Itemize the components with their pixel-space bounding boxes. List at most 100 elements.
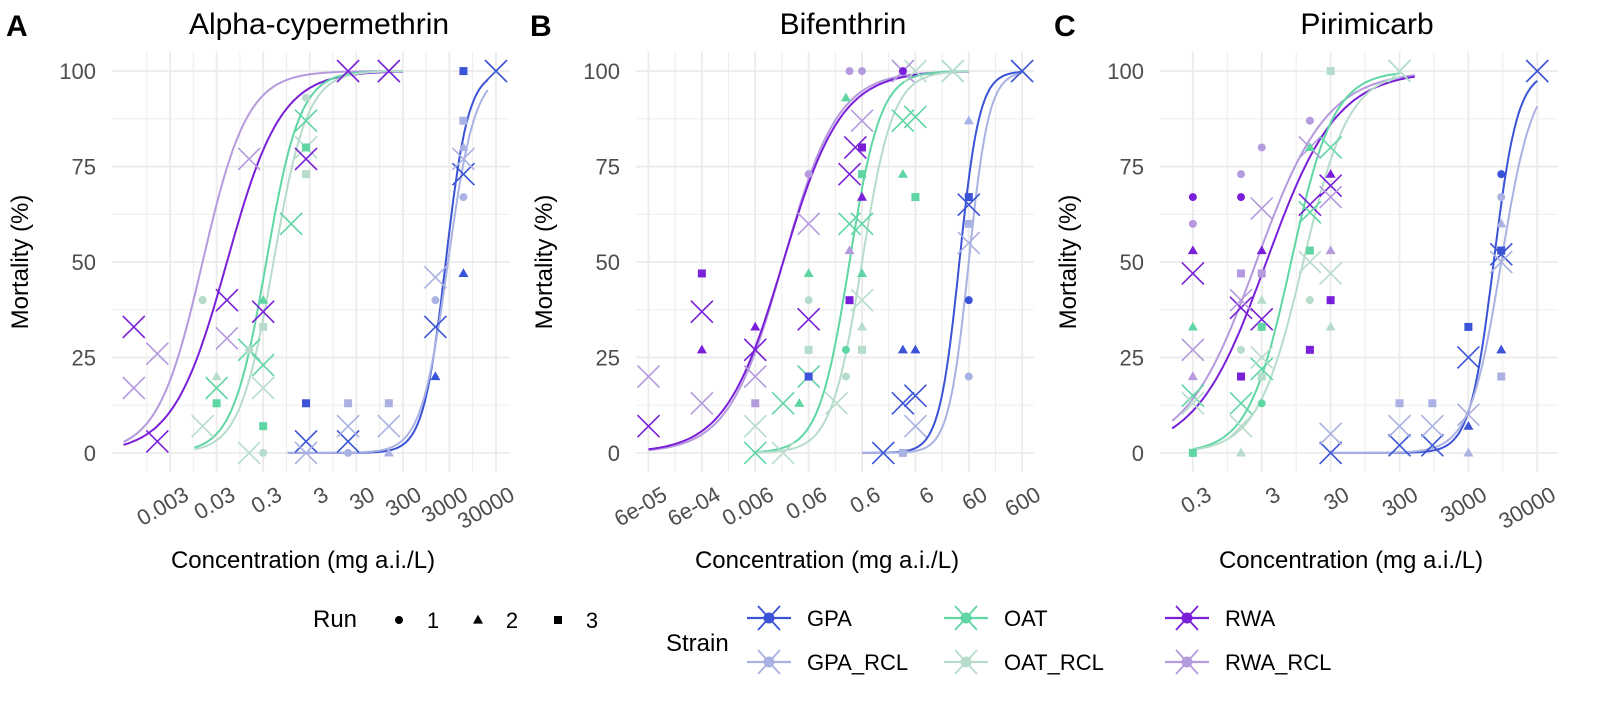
data-point-rwa <box>1181 261 1205 286</box>
data-point-oat <box>1181 384 1205 408</box>
data-point-gpa-rcl <box>1456 403 1480 427</box>
data-point-oat <box>1305 246 1314 255</box>
x-tick-label: 30 <box>1320 482 1354 516</box>
data-point-oat-rcl <box>824 391 849 415</box>
data-point-rwa-rcl <box>636 364 661 389</box>
data-point-oat <box>841 345 850 354</box>
strain-legend-key-oat <box>944 605 988 631</box>
data-point-gpa-rcl <box>1319 422 1343 446</box>
curve-oat <box>1192 72 1400 451</box>
data-point-gpa <box>957 193 981 217</box>
data-point-oat <box>1304 142 1315 152</box>
data-point-rwa <box>251 300 275 324</box>
data-point-rwa <box>294 147 318 171</box>
x-tick-label: 6e-05 <box>610 482 671 532</box>
data-point-oat-rcl <box>1181 391 1205 415</box>
run-legend-title: Run <box>313 606 357 633</box>
data-point-rwa-rcl <box>1237 170 1246 179</box>
strain-legend-key-rwa-rcl <box>1165 649 1209 675</box>
run-legend-label: 3 <box>586 608 598 633</box>
data-point-gpa-rcl <box>459 116 468 125</box>
data-point-rwa <box>636 414 661 438</box>
data-point-rwa-rcl <box>215 326 239 350</box>
data-point-gpa-rcl <box>1387 414 1412 438</box>
strain-legend-label: GPA_RCL <box>807 650 908 675</box>
data-point-rwa-rcl <box>1305 116 1314 125</box>
data-point-rwa-rcl <box>1257 143 1266 152</box>
data-point-rwa <box>1326 296 1335 305</box>
data-point-gpa-rcl <box>964 372 973 381</box>
curve-oat-rcl <box>1192 75 1400 451</box>
data-point-gpa-rcl <box>898 448 907 457</box>
data-point-gpa <box>1496 344 1507 354</box>
data-point-oat-rcl <box>941 59 965 83</box>
x-tick-label: 600 <box>1000 482 1044 522</box>
data-point-rwa-rcl <box>1181 338 1205 362</box>
data-point-rwa <box>837 162 862 186</box>
x-tick-label: 300 <box>381 482 425 522</box>
data-point-rwa <box>1229 296 1253 320</box>
data-point-gpa-rcl <box>344 399 353 408</box>
data-point-oat <box>911 193 920 202</box>
data-point-rwa-rcl <box>1325 245 1336 255</box>
data-point-rwa <box>697 269 706 278</box>
data-point-gpa <box>964 193 973 202</box>
data-point-oat-rcl <box>743 414 767 438</box>
y-tick-label: 50 <box>1120 250 1144 275</box>
y-tick-label: 25 <box>596 345 620 370</box>
data-point-rwa <box>696 344 707 354</box>
data-point-gpa-rcl <box>451 147 476 171</box>
data-point-oat-rcl <box>237 441 261 465</box>
x-tick-label: 0.006 <box>718 482 778 531</box>
data-point-oat <box>850 212 874 236</box>
data-point-rwa <box>1256 245 1267 255</box>
data-point-rwa-rcl <box>1319 185 1343 209</box>
chart-title: Pirimicarb <box>1300 8 1433 41</box>
data-point-oat <box>837 212 862 236</box>
data-point-gpa <box>903 384 927 408</box>
strain-legend-key-oat-rcl <box>944 649 988 675</box>
data-point-rwa-rcl <box>1229 288 1253 312</box>
data-point-rwa <box>1188 193 1197 202</box>
data-point-rwa-rcl <box>845 67 854 76</box>
data-point-gpa <box>1464 322 1473 331</box>
data-point-oat-rcl <box>771 441 795 465</box>
panel-label: B <box>530 10 552 43</box>
run-legend-key-square <box>554 616 562 624</box>
data-point-oat-rcl <box>1236 447 1247 457</box>
data-point-gpa-rcl <box>1489 250 1513 274</box>
data-point-oat <box>1257 399 1266 408</box>
panel-c: 0 25 50 75 100 0.3 3 30 300 3000 30000 C Pirimicarb C… <box>1054 8 1560 574</box>
x-tick-label: 0.06 <box>782 482 832 525</box>
y-tick-label: 100 <box>583 59 620 84</box>
strain-legend-label: GPA <box>807 606 852 631</box>
x-axis-label: Concentration (mg a.i./L) <box>1219 547 1483 574</box>
y-tick-label: 25 <box>72 345 96 370</box>
x-axis-label: Concentration (mg a.i./L) <box>171 547 435 574</box>
data-point-oat <box>302 143 311 152</box>
data-point-gpa <box>458 268 469 278</box>
data-point-oat <box>205 376 229 400</box>
data-point-rwa <box>743 338 767 362</box>
data-point-gpa-rcl <box>903 414 927 438</box>
data-point-gpa <box>1456 345 1480 370</box>
data-point-rwa <box>215 288 239 312</box>
data-point-rwa <box>690 300 714 324</box>
x-tick-label: 60 <box>958 482 992 516</box>
data-point-oat-rcl <box>1305 296 1314 305</box>
data-point-rwa <box>1237 193 1246 202</box>
data-point-rwa <box>1237 372 1246 381</box>
strain-legend-label: OAT <box>1004 606 1048 631</box>
data-point-gpa <box>891 391 915 415</box>
y-tick-label: 50 <box>596 250 620 275</box>
data-point-gpa <box>294 429 318 454</box>
run-legend-label: 2 <box>506 608 518 633</box>
data-point-oat <box>251 353 275 377</box>
data-point-oat-rcl <box>302 170 311 179</box>
data-point-oat-rcl <box>804 345 813 354</box>
data-point-oat <box>259 422 268 431</box>
data-point-gpa-rcl <box>963 115 974 125</box>
curve-oat-rcl <box>194 70 403 451</box>
data-point-gpa <box>804 372 813 381</box>
data-point-gpa <box>910 344 921 354</box>
